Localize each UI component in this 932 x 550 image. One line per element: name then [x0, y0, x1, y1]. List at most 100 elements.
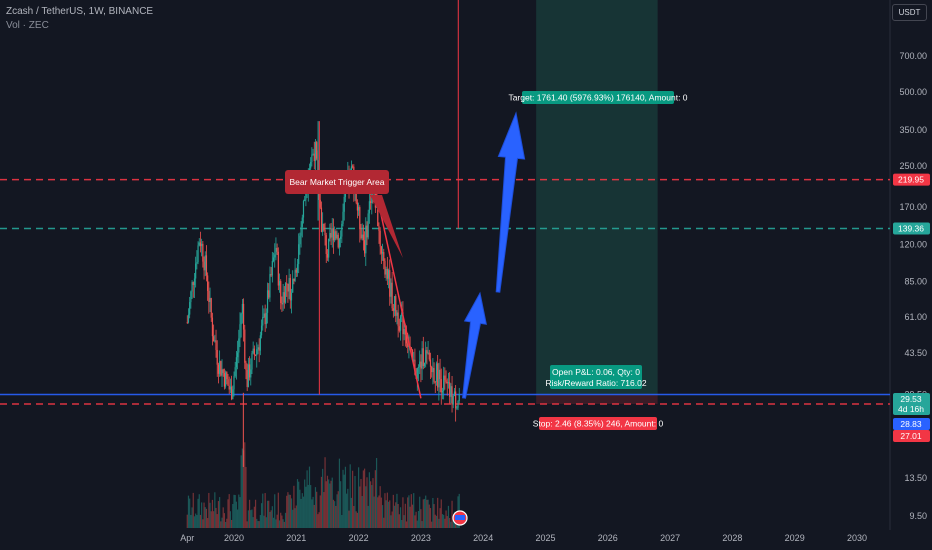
volume-bar: [320, 476, 323, 528]
candle-body: [298, 244, 300, 265]
candle-body: [207, 275, 209, 291]
candle-body: [402, 312, 404, 335]
volume-bar: [305, 486, 307, 528]
candle-body: [352, 166, 354, 168]
volume-bar: [328, 479, 330, 528]
candle-body: [238, 338, 240, 353]
volume-bar: [375, 458, 378, 528]
volume-bar: [413, 493, 415, 528]
candle-body: [232, 389, 234, 400]
candle-body: [196, 262, 198, 264]
pnl-label: Open P&L: 0.06, Qty: 0: [552, 367, 640, 377]
candle-body: [236, 352, 239, 358]
volume-bar: [420, 509, 422, 528]
candle-body: [268, 290, 270, 298]
level-badge-text: 139.36: [898, 223, 924, 233]
volume-bar: [196, 515, 198, 528]
candle-body: [305, 192, 307, 200]
candle-body: [199, 242, 202, 247]
candle-body: [203, 261, 205, 271]
volume-bar: [405, 521, 408, 528]
volume-bar: [378, 495, 380, 528]
volume-bar: [203, 502, 205, 528]
target-zone: [536, 0, 658, 395]
volume-bar: [219, 497, 221, 528]
candle-body: [440, 379, 442, 393]
volume-bar: [236, 509, 239, 528]
candle-body: [192, 282, 194, 285]
candle-body: [401, 312, 403, 317]
pnl-box: [550, 365, 642, 389]
candle-body: [414, 359, 416, 375]
candle-body: [416, 367, 418, 379]
volume-bar: [325, 481, 327, 528]
callout-box: [285, 170, 389, 194]
candle-body: [368, 201, 370, 214]
volume-bar: [368, 472, 370, 528]
candle-body: [231, 386, 233, 400]
target-label: Target: 1761.40 (5976.93%) 176140, Amoun…: [508, 93, 687, 103]
candle-body: [313, 153, 315, 162]
volume-bar: [433, 504, 435, 528]
candle-body: [320, 207, 323, 232]
volume-bar: [215, 507, 217, 528]
candle-body: [316, 142, 318, 159]
currency-button[interactable]: USDT: [892, 4, 927, 21]
candle-body: [202, 243, 204, 262]
candle-body: [359, 207, 361, 230]
volume-bar: [260, 503, 263, 528]
candle-body: [427, 352, 429, 354]
volume-bar: [211, 499, 214, 528]
volume-bar: [338, 458, 341, 528]
candle-body: [325, 235, 327, 254]
volume-bar: [213, 511, 215, 528]
volume-bar: [439, 508, 441, 528]
price-badge: [893, 418, 930, 430]
candle-body: [222, 369, 224, 374]
volume-bar: [263, 515, 265, 528]
x-tick-label: 2024: [473, 533, 493, 543]
volume-bar: [197, 498, 199, 528]
volume-bar: [300, 498, 302, 528]
volume-bar: [292, 509, 294, 528]
volume-bar: [452, 516, 454, 528]
volume-bar: [369, 481, 372, 528]
target-label-box: [522, 91, 674, 104]
candle-body: [304, 199, 306, 202]
candle-body: [392, 308, 394, 311]
volume-bar: [280, 512, 282, 528]
candle-body: [228, 385, 230, 390]
volume-bar: [304, 479, 306, 528]
volume-bar: [374, 470, 376, 528]
x-tick-label: 2023: [411, 533, 431, 543]
candle-body: [211, 317, 214, 337]
candle-body: [214, 340, 216, 342]
price-badge-text: 28.83: [900, 419, 922, 429]
candle-body: [358, 207, 360, 211]
volume-bar: [410, 494, 412, 528]
candle-body: [384, 260, 386, 275]
candle-body: [386, 268, 388, 279]
candle-body: [328, 238, 330, 258]
volume-bar: [234, 495, 236, 528]
candle-body: [241, 303, 243, 314]
volume-bar: [286, 495, 288, 528]
candle-body: [452, 395, 454, 405]
volume-bar: [356, 512, 359, 528]
candle-body: [404, 328, 406, 335]
volume-bar: [274, 494, 276, 528]
candle-body: [453, 391, 456, 396]
volume-bar: [332, 499, 335, 528]
candle-body: [438, 369, 440, 388]
candle-body: [323, 223, 325, 230]
x-tick-label: 2020: [224, 533, 244, 543]
volume-bar: [358, 467, 360, 528]
candle-body: [263, 313, 265, 317]
candle-body: [432, 368, 434, 373]
candle-body: [437, 363, 439, 388]
candle-body: [417, 366, 420, 368]
candle-body: [215, 340, 217, 350]
x-tick-label: Apr: [180, 533, 194, 543]
candle-body: [342, 211, 344, 224]
